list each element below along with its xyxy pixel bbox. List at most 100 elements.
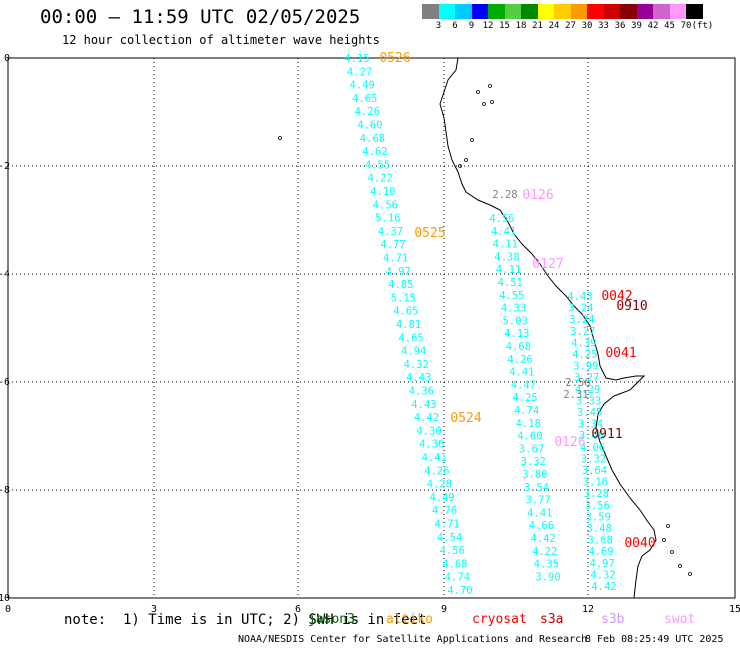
track-time-label: 0910	[616, 299, 647, 314]
y-tick-label: -10	[0, 593, 10, 604]
wave-height-value: 4.18	[516, 418, 541, 430]
color-scale-label: 36	[614, 21, 626, 31]
wave-height-value: 4.42	[530, 533, 555, 545]
footer-timestamp: 8 Feb 08:25:49 UTC 2025	[585, 634, 724, 645]
island-marker	[476, 90, 480, 94]
color-scale-label: 24	[548, 21, 560, 31]
wave-height-value: 4.32	[590, 569, 615, 581]
color-scale-label: 6	[452, 21, 458, 31]
wave-height-value: 2.28	[492, 189, 517, 201]
wave-height-value: 3.32	[521, 456, 546, 468]
color-scale-cell	[653, 4, 670, 19]
map-grid	[7, 57, 736, 599]
x-tick-label: 6	[295, 604, 301, 615]
wave-height-value: 3.33	[576, 395, 601, 407]
wave-height-value: 4.10	[370, 186, 395, 198]
wave-height-value: 4.36	[419, 439, 444, 451]
wave-height-value: 4.41	[491, 226, 516, 238]
wave-height-value: 4.26	[424, 465, 449, 477]
y-tick-label: -6	[0, 377, 10, 388]
color-scale-cell	[438, 4, 455, 19]
track-time-label: 0525	[414, 226, 445, 241]
plot-frame	[7, 57, 736, 599]
color-scale-cell	[422, 4, 439, 19]
wave-height-value: 4.35	[534, 559, 559, 571]
color-scale-label: 70	[680, 21, 692, 31]
wave-height-value: 4.65	[393, 306, 418, 318]
wave-height-value: 4.68	[360, 133, 385, 145]
track-time-label: 0127	[532, 257, 563, 272]
wave-height-value: 4.94	[401, 346, 426, 358]
color-scale-cell	[603, 4, 620, 19]
legend-item: cryosat	[472, 612, 527, 627]
altimeter-tracks: 4.154.274.494.654.264.604.684.624.554.22…	[344, 51, 655, 597]
wave-height-value: 4.26	[507, 354, 532, 366]
wave-height-value: 3.34	[578, 419, 603, 431]
wave-height-value: 4.56	[440, 545, 465, 557]
island-marker	[458, 164, 462, 168]
color-scale-label: (ft)	[691, 21, 714, 31]
wave-height-value: 4.49	[350, 80, 375, 92]
track-time-label: 0041	[605, 346, 636, 361]
track-time-label: 0126	[522, 188, 553, 203]
color-scale-bar	[422, 4, 703, 19]
wave-height-value: 4.85	[388, 279, 413, 291]
island-marker	[464, 158, 468, 162]
wave-height-value: 5.03	[502, 315, 527, 327]
wave-height-value: 4.77	[380, 239, 405, 251]
island-marker	[278, 136, 282, 140]
color-scale-label: 9	[468, 21, 475, 31]
wave-height-value: 4.97	[386, 266, 411, 278]
wave-height-value: 3.46	[579, 430, 604, 442]
wave-height-value: 4.47	[511, 379, 536, 391]
wave-height-value: 4.25	[512, 392, 537, 404]
wave-height-value: 4.76	[432, 505, 457, 517]
wave-height-value: 4.54	[437, 532, 462, 544]
island-marker	[670, 550, 674, 554]
wave-height-value: 5.15	[391, 292, 416, 304]
island-marker	[666, 524, 670, 528]
wave-height-value: 4.71	[434, 519, 459, 531]
track-time-label: 0524	[450, 411, 481, 426]
wave-height-value: 3.24	[569, 314, 594, 326]
wave-height-value: 3.59	[586, 511, 611, 523]
color-scale-label: 30	[581, 21, 593, 31]
wave-height-value: 4.37	[378, 226, 403, 238]
wave-height-value: 4.55	[365, 159, 390, 171]
page-subtitle: 12 hour collection of altimeter wave hei…	[62, 33, 380, 47]
color-scale-cell	[669, 4, 686, 19]
color-scale-label: 27	[565, 21, 576, 31]
island-marker	[488, 84, 492, 88]
wave-height-value: 4.13	[504, 328, 529, 340]
legend-item: altiko	[386, 612, 433, 627]
island-marker	[490, 100, 494, 104]
color-scale-cell	[570, 4, 587, 19]
wave-height-value: 4.55	[499, 290, 524, 302]
color-scale-label: 33	[598, 21, 609, 31]
wave-height-value: 4.11	[493, 239, 518, 251]
wave-height-value: 4.56	[489, 213, 514, 225]
island-marker	[662, 538, 666, 542]
wave-height-value: 4.33	[501, 303, 526, 315]
wave-height-value: 4.42	[414, 412, 439, 424]
y-tick-label: 0	[4, 53, 10, 64]
wave-height-value: 3.67	[519, 443, 544, 455]
wave-height-value: 3.32	[581, 453, 606, 465]
wave-height-value: 3.45	[577, 407, 602, 419]
track-time-label: 0042	[601, 289, 632, 304]
wave-height-value: 4.69	[588, 546, 613, 558]
x-tick-label: 3	[151, 604, 157, 615]
wave-height-value: 3.16	[583, 477, 608, 489]
wave-height-value: 5.16	[375, 213, 400, 225]
wave-height-value: 2.56	[565, 377, 590, 389]
wave-height-value: 4.06	[580, 442, 605, 454]
wave-height-value: 4.41	[509, 367, 534, 379]
x-tick-label: 0	[5, 604, 11, 615]
wave-height-value: 4.74	[514, 405, 539, 417]
wave-height-value: 4.49	[429, 492, 454, 504]
wave-height-value: 4.30	[416, 425, 441, 437]
color-scale-label: 12	[482, 21, 494, 31]
island-marker	[482, 102, 486, 106]
track-time-label: 0126	[554, 435, 585, 450]
wave-height-value: 4.15	[344, 53, 369, 65]
